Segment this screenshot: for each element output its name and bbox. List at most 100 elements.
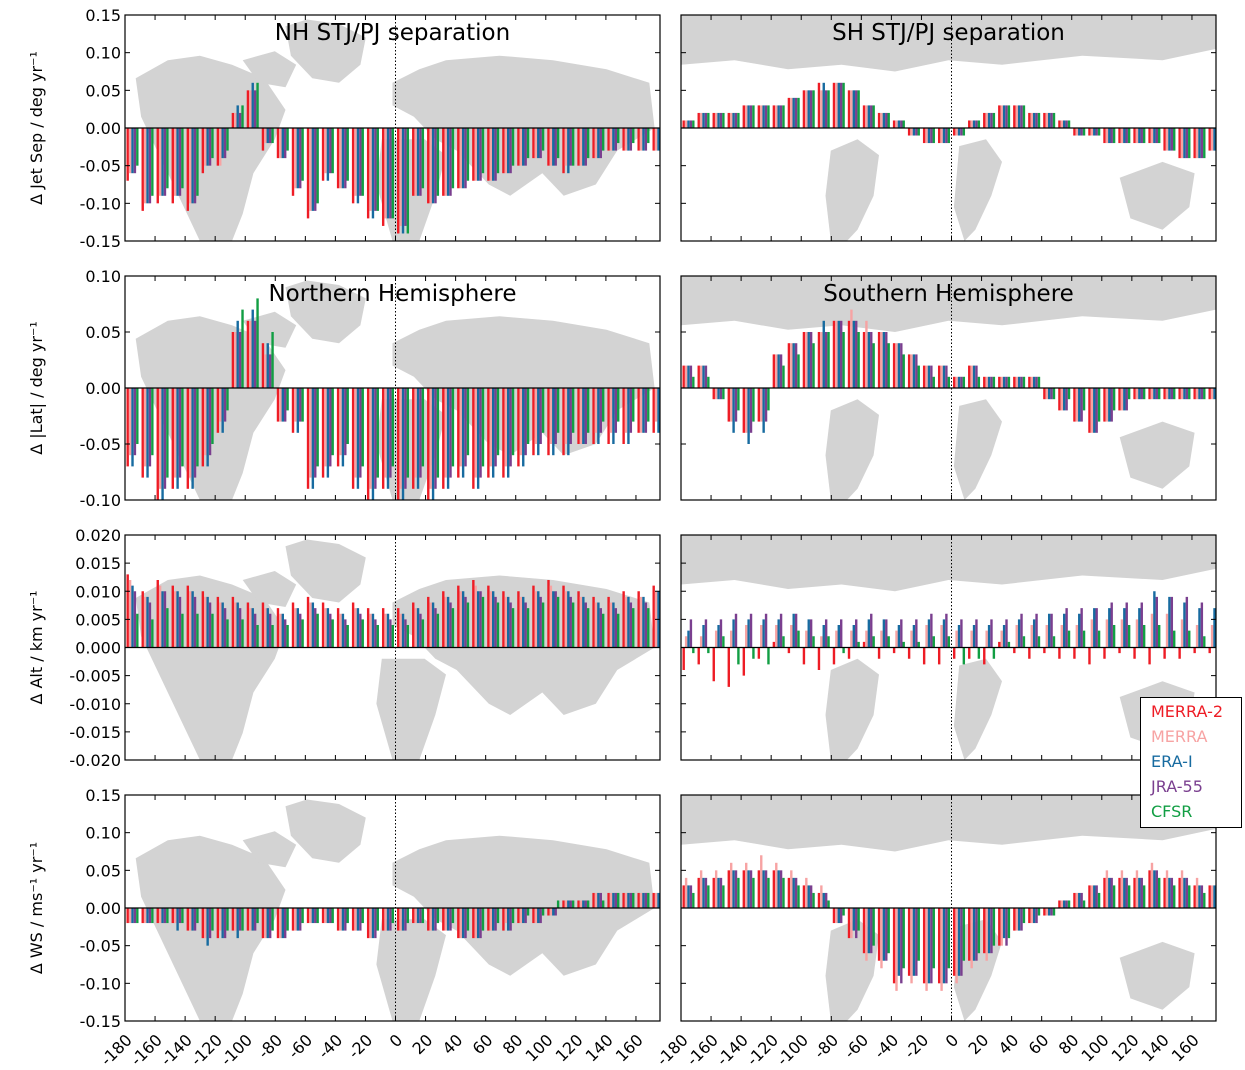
bar — [1138, 388, 1141, 400]
bar — [158, 908, 162, 924]
bar — [852, 320, 856, 388]
bar — [249, 608, 252, 648]
bar — [932, 376, 935, 388]
bar — [977, 647, 981, 659]
bar — [877, 647, 881, 659]
bar — [366, 128, 370, 219]
bar — [299, 613, 302, 648]
bar — [855, 320, 858, 388]
bar — [1150, 128, 1154, 144]
bar — [592, 892, 595, 908]
bar — [1198, 128, 1201, 159]
bar — [459, 591, 462, 648]
bar — [359, 128, 362, 196]
bar — [241, 908, 244, 931]
bar — [734, 613, 738, 648]
bar — [1163, 647, 1166, 659]
bar — [699, 365, 703, 388]
bar — [915, 619, 918, 648]
bar — [1133, 647, 1136, 659]
bar — [652, 892, 655, 908]
bar — [1060, 388, 1064, 411]
bar — [173, 388, 177, 478]
bar — [712, 647, 715, 682]
bar — [128, 908, 132, 924]
bar — [1125, 128, 1128, 144]
bar — [689, 120, 693, 128]
bar — [321, 128, 325, 181]
bar — [173, 591, 177, 648]
bar — [1218, 388, 1220, 399]
bar — [359, 388, 362, 478]
bar — [241, 309, 244, 388]
bar — [256, 908, 259, 924]
bar — [802, 885, 806, 908]
bar — [547, 580, 550, 648]
bar — [1037, 112, 1041, 128]
bar — [479, 128, 482, 181]
bar — [421, 128, 425, 189]
bar — [742, 647, 746, 676]
bar — [524, 908, 527, 924]
bar — [917, 908, 920, 961]
bar — [1022, 908, 1026, 924]
bar — [502, 388, 505, 478]
bar — [1075, 388, 1079, 422]
bar — [642, 128, 645, 151]
bar — [865, 630, 868, 648]
bar — [476, 128, 480, 181]
y-tick-label: 0.00 — [85, 379, 121, 398]
bar — [271, 625, 274, 648]
bar — [953, 647, 956, 659]
bar — [1060, 900, 1064, 908]
bar — [1043, 647, 1046, 654]
bar — [562, 900, 565, 908]
bar — [1095, 128, 1098, 136]
bar — [895, 120, 898, 128]
bar — [376, 128, 379, 211]
bar — [612, 388, 615, 444]
bar — [822, 625, 825, 648]
bar — [279, 388, 282, 422]
bar — [847, 320, 851, 388]
bar — [371, 613, 375, 648]
bar — [707, 647, 710, 654]
bar — [925, 128, 928, 144]
bar — [329, 388, 332, 467]
bar — [178, 388, 182, 478]
bar — [779, 354, 783, 388]
bar — [281, 388, 284, 422]
bar — [972, 365, 976, 388]
bar — [787, 97, 791, 128]
bar — [416, 388, 420, 489]
bar — [502, 591, 505, 648]
bar — [151, 908, 154, 924]
bar — [466, 602, 470, 648]
bar — [264, 354, 267, 388]
bar — [1127, 885, 1131, 908]
bar — [311, 128, 315, 211]
bar — [294, 388, 297, 422]
bar — [582, 128, 585, 166]
bar — [1093, 608, 1096, 648]
bar — [1188, 885, 1191, 908]
bar — [953, 376, 956, 388]
bar — [386, 128, 390, 219]
bar — [579, 128, 583, 166]
bar — [346, 625, 349, 648]
bar — [582, 596, 585, 648]
bar — [614, 608, 618, 648]
bar — [892, 343, 896, 388]
bar — [749, 613, 753, 648]
bar — [133, 388, 137, 456]
bar — [156, 908, 159, 924]
bar — [442, 908, 445, 931]
bar — [692, 120, 695, 128]
bar — [509, 908, 512, 931]
bar — [406, 908, 410, 924]
bar — [449, 388, 452, 478]
bar — [206, 128, 209, 166]
bar — [855, 619, 858, 648]
bar — [1120, 388, 1124, 411]
bar — [912, 128, 916, 136]
